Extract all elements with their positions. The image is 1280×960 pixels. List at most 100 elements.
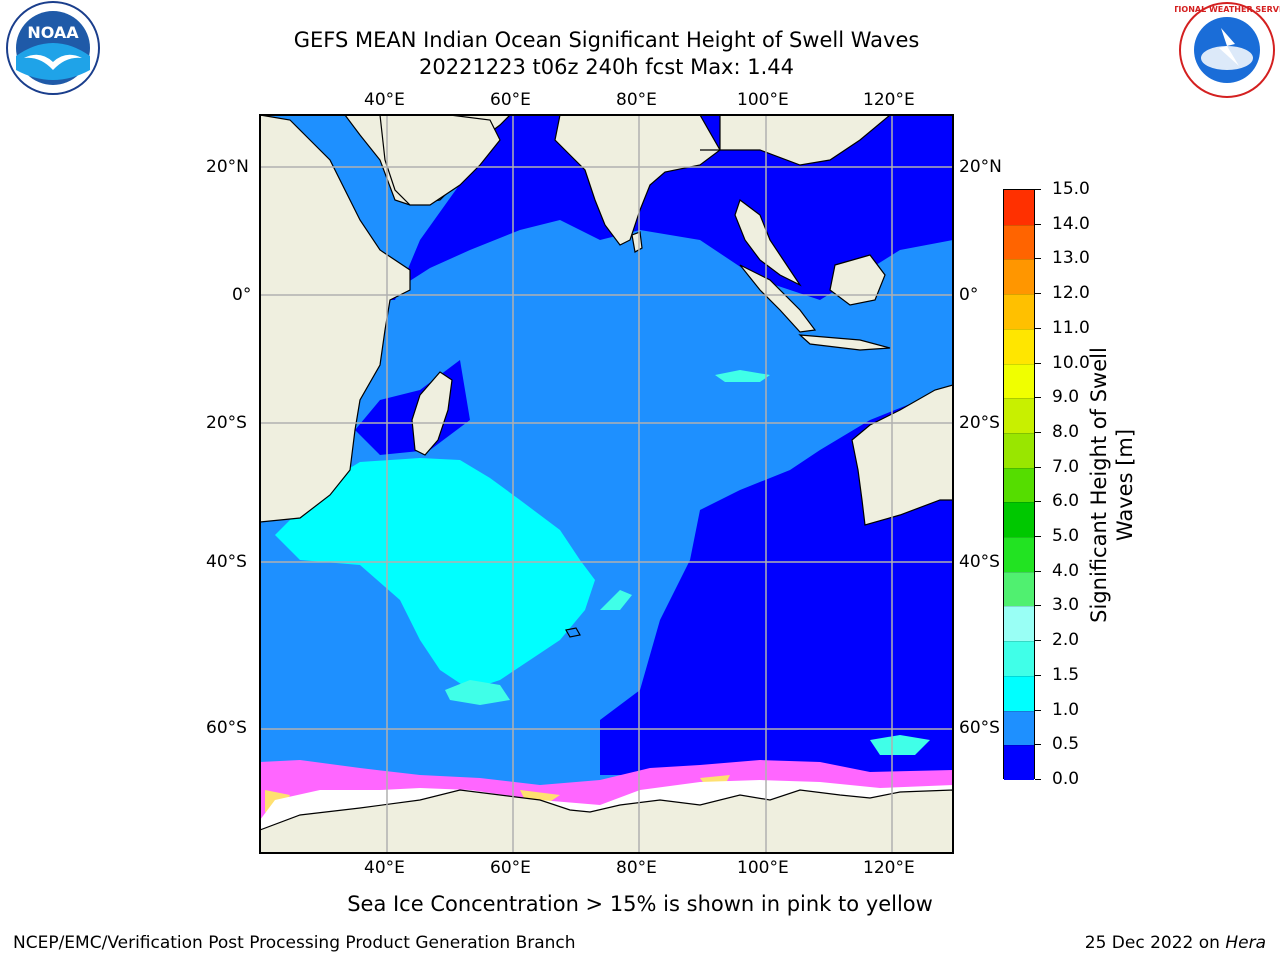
colorbar-tick-mark (1035, 223, 1041, 225)
colorbar-tick-mark (1035, 744, 1041, 746)
swell-high-patch-southeast (870, 735, 930, 755)
colorbar-tick-label: 8.0 (1052, 421, 1080, 442)
colorbar-segment (1004, 363, 1034, 399)
lat-label-right: 20°N (959, 157, 1002, 177)
colorbar-tick-label: 2.0 (1052, 630, 1080, 651)
colorbar-segment (1004, 710, 1034, 746)
map-frame (259, 114, 954, 854)
colorbar-tick-mark (1035, 258, 1041, 260)
colorbar (1003, 189, 1035, 780)
colorbar-tick-label: 1.5 (1052, 664, 1080, 685)
colorbar-segment (1004, 328, 1034, 364)
land-madagascar (411, 371, 453, 456)
colorbar-tick-label: 3.0 (1052, 595, 1080, 616)
colorbar-segment (1004, 606, 1034, 642)
colorbar-segment (1004, 398, 1034, 433)
colorbar-tick-mark (1035, 779, 1041, 780)
colorbar-tick-label: 1.0 (1052, 699, 1080, 720)
colorbar-tick-label: 14.0 (1052, 213, 1090, 234)
colorbar-tick-mark (1035, 362, 1041, 364)
svg-text:NOAA: NOAA (27, 23, 79, 42)
colorbar-segment (1004, 571, 1034, 607)
colorbar-tick-label: 5.0 (1052, 526, 1080, 547)
lon-label-top: 100°E (737, 90, 789, 110)
lat-label-right: 20°S (959, 413, 1000, 433)
grid-lines (260, 115, 953, 853)
colorbar-tick-mark (1035, 189, 1041, 190)
lon-label-bottom: 60°E (490, 858, 531, 878)
colorbar-segment (1004, 641, 1034, 676)
colorbar-segment (1004, 190, 1034, 225)
colorbar-label: Significant Height of Swell Waves [m] (1087, 347, 1137, 623)
land-kerguelen (565, 627, 581, 638)
colorbar-tick-mark (1035, 640, 1041, 642)
lon-label-bottom: 120°E (863, 858, 915, 878)
lon-label-top: 40°E (364, 90, 405, 110)
colorbar-segment (1004, 467, 1034, 503)
lon-label-bottom: 40°E (364, 858, 405, 878)
colorbar-tick-mark (1035, 397, 1041, 399)
nws-logo: NATIONAL WEATHER SERVICE (1175, 2, 1280, 98)
land-antarctica (260, 789, 953, 853)
lat-label-left: 20°S (206, 413, 247, 433)
colorbar-tick-label: 4.0 (1052, 560, 1080, 581)
map-title-line1: GEFS MEAN Indian Ocean Significant Heigh… (293, 28, 920, 52)
footer-machine: Hera (1225, 933, 1266, 953)
colorbar-tick-mark (1035, 536, 1041, 538)
colorbar-segment (1004, 675, 1034, 711)
sea-ice-pink (260, 760, 953, 830)
land-java (798, 334, 891, 351)
colorbar-segment (1004, 745, 1034, 780)
colorbar-tick-mark (1035, 327, 1041, 329)
land-borneo (829, 254, 886, 306)
footer-date: 25 Dec 2022 on Hera (1085, 933, 1266, 953)
colorbar-tick-label: 9.0 (1052, 387, 1080, 408)
lat-label-right: 0° (959, 285, 979, 305)
lat-label-left: 60°S (206, 718, 247, 738)
lat-label-right: 40°S (959, 552, 1000, 572)
lat-label-left: 40°S (206, 552, 247, 572)
colorbar-tick-label: 0.0 (1052, 769, 1080, 789)
colorbar-segment (1004, 294, 1034, 329)
colorbar-tick-mark (1035, 605, 1041, 607)
colorbar-tick-label: 12.0 (1052, 283, 1090, 304)
land-sumatra (739, 264, 817, 333)
swell-high-patch-east (600, 590, 632, 610)
colorbar-tick-mark (1035, 501, 1041, 503)
colorbar-tick-mark (1035, 431, 1041, 433)
lat-label-left: 0° (232, 285, 252, 305)
land-australia (851, 384, 953, 526)
lon-label-bottom: 100°E (737, 858, 789, 878)
swell-high-region (275, 458, 595, 690)
colorbar-segment (1004, 537, 1034, 572)
swell-high-patch-mid (715, 370, 770, 382)
colorbar-tick-mark (1035, 674, 1041, 676)
land-arabia (379, 115, 501, 206)
map-title-line2: 20221223 t06z 240h fcst Max: 1.44 (419, 55, 794, 79)
colorbar-tick-label: 0.5 (1052, 734, 1080, 755)
land-southeast-asia (700, 115, 891, 287)
sea-ice-footnote: Sea Ice Concentration > 15% is shown in … (347, 892, 933, 916)
colorbar-tick-label: 11.0 (1052, 317, 1090, 338)
colorbar-tick-mark (1035, 293, 1041, 295)
lon-label-top: 120°E (863, 90, 915, 110)
land-masses (260, 115, 953, 853)
colorbar-tick-mark (1035, 709, 1041, 711)
svg-text:NATIONAL WEATHER SERVICE: NATIONAL WEATHER SERVICE (1175, 5, 1280, 14)
colorbar-tick-label: 15.0 (1052, 179, 1090, 199)
colorbar-segment (1004, 502, 1034, 538)
lon-label-bottom: 80°E (616, 858, 657, 878)
colorbar-tick-mark (1035, 570, 1041, 572)
colorbar-tick-label: 6.0 (1052, 491, 1080, 512)
land-india (554, 115, 721, 246)
footer-credit: NCEP/EMC/Verification Post Processing Pr… (13, 933, 576, 953)
swell-high-patch (445, 680, 510, 705)
lat-label-left: 20°N (206, 157, 249, 177)
lon-label-top: 60°E (490, 90, 531, 110)
colorbar-segment (1004, 432, 1034, 468)
colorbar-tick-label: 10.0 (1052, 352, 1090, 373)
noaa-logo: NOAA (6, 1, 100, 95)
colorbar-tick-label: 13.0 (1052, 248, 1090, 269)
colorbar-segment (1004, 259, 1034, 295)
